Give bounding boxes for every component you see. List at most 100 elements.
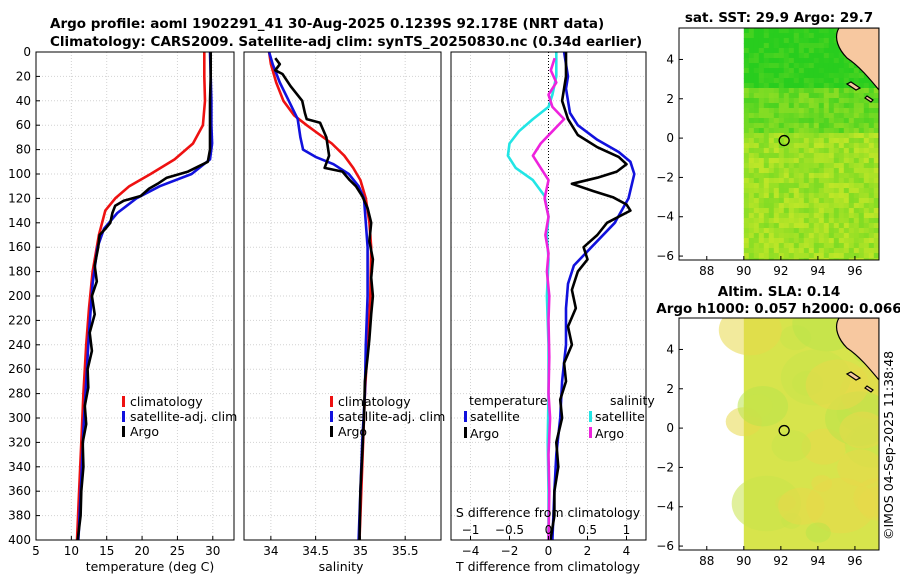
y-tick-label: 300 bbox=[8, 411, 31, 425]
land-mass bbox=[835, 28, 879, 91]
series-line-argo bbox=[274, 57, 375, 541]
legend-swatch-t-satellite bbox=[464, 411, 467, 422]
temperature-xlabel: temperature (deg C) bbox=[86, 559, 215, 574]
y-tick-label: 140 bbox=[8, 216, 31, 230]
series-line-t-argo bbox=[549, 52, 632, 541]
y-tick-label: 320 bbox=[8, 435, 31, 449]
legend-title-temperature: temperature bbox=[469, 393, 548, 408]
x-tick-label: 4 bbox=[623, 544, 631, 558]
y-tick-label: 180 bbox=[8, 265, 31, 279]
map-y-tick-label: −2 bbox=[656, 460, 674, 474]
y-tick-label: 20 bbox=[16, 69, 31, 83]
x-top-tick-label: 0 bbox=[545, 523, 553, 537]
x-top-tick-label: −0.5 bbox=[495, 523, 524, 537]
x-top-tick-label: −1 bbox=[462, 523, 480, 537]
y-tick-label: 220 bbox=[8, 313, 31, 327]
y-tick-label: 260 bbox=[8, 362, 31, 376]
map-x-tick-label: 88 bbox=[699, 554, 714, 568]
legend-swatch-argo bbox=[330, 426, 333, 437]
map-y-tick-label: 4 bbox=[666, 342, 674, 356]
series-line-argo bbox=[76, 52, 212, 541]
map-x-tick-label: 90 bbox=[736, 554, 751, 568]
difference-legend: temperature satellite Argo salinity sate… bbox=[464, 393, 655, 441]
y-tick-label: 360 bbox=[8, 484, 31, 498]
x-tick-label: 5 bbox=[32, 544, 40, 558]
legend-title-salinity: salinity bbox=[610, 393, 655, 408]
legend-swatch-s-satellite bbox=[589, 411, 592, 422]
salinity-legend: climatology satellite-adj. clim Argo bbox=[330, 394, 445, 439]
series-line-satellite-adj-clim bbox=[77, 51, 214, 541]
difference-profile-panel: −4 −2 0 2 4 −1 −0.5 0 0.5 1 bbox=[450, 51, 647, 558]
island bbox=[845, 81, 874, 103]
sla-field bbox=[679, 318, 879, 550]
sla-map-title: Altim. SLA: 0.14 bbox=[718, 284, 840, 300]
y-tick-label: 0 bbox=[23, 45, 31, 59]
map-x-tick-label: 88 bbox=[699, 264, 714, 278]
y-tick-label: 120 bbox=[8, 191, 31, 205]
x-tick-label: 0 bbox=[545, 544, 553, 558]
x-tick-label: 15 bbox=[99, 544, 114, 558]
sst-field bbox=[679, 28, 879, 260]
map-x-tick-label: 94 bbox=[810, 264, 825, 278]
x-tick-label: −4 bbox=[462, 544, 480, 558]
salinity-xlabel: salinity bbox=[319, 559, 364, 574]
x-tick-label: 34 bbox=[263, 544, 278, 558]
map-y-tick-label: 0 bbox=[666, 131, 674, 145]
island bbox=[845, 371, 874, 393]
legend-label-t-argo: Argo bbox=[470, 426, 499, 441]
imos-footer: ©IMOS 04-Sep-2025 11:38:48 bbox=[881, 351, 896, 540]
map-y-tick-label: −6 bbox=[656, 539, 674, 553]
x-tick-label: 10 bbox=[64, 544, 79, 558]
argo-float-marker bbox=[778, 424, 790, 437]
x-tick-label: 20 bbox=[134, 544, 149, 558]
map-y-tick-label: −4 bbox=[656, 500, 674, 514]
map-x-tick-label: 92 bbox=[773, 264, 788, 278]
y-tick-label: 100 bbox=[8, 167, 31, 181]
sla-map-subtitle: Argo h1000: 0.057 h2000: 0.066 bbox=[656, 301, 900, 317]
x-tick-label: −2 bbox=[501, 544, 519, 558]
legend-swatch-satellite bbox=[330, 411, 333, 422]
legend-swatch-t-argo bbox=[464, 427, 467, 438]
legend-swatch-argo bbox=[122, 426, 125, 437]
map-y-tick-label: 0 bbox=[666, 421, 674, 435]
legend-swatch-satellite bbox=[122, 411, 125, 422]
x-top-tick-label: 1 bbox=[623, 523, 631, 537]
temperature-profile-panel: 5 10 15 20 25 3002040608010012014016018020022… bbox=[8, 45, 235, 558]
map-x-tick-label: 96 bbox=[847, 264, 862, 278]
legend-label-climatology: climatology bbox=[130, 394, 203, 409]
difference-xlabel-top: S difference from climatology bbox=[456, 505, 641, 520]
y-tick-label: 160 bbox=[8, 240, 31, 254]
legend-label-argo: Argo bbox=[130, 424, 159, 439]
map-y-tick-label: −2 bbox=[656, 170, 674, 184]
x-tick-label: 2 bbox=[584, 544, 592, 558]
legend-label-satellite: satellite-adj. clim bbox=[130, 409, 237, 424]
x-tick-label: 34.5 bbox=[302, 544, 329, 558]
axes-frame bbox=[243, 51, 442, 541]
legend-label-climatology: climatology bbox=[338, 394, 411, 409]
y-tick-label: 80 bbox=[16, 143, 31, 157]
legend-label-s-satellite: satellite bbox=[595, 409, 645, 424]
map-y-tick-label: −4 bbox=[656, 210, 674, 224]
salinity-profile-panel: 34 34.5 35 35.5 bbox=[243, 51, 442, 558]
series-line-s-argo bbox=[531, 57, 566, 541]
series-line-climatology bbox=[75, 52, 207, 541]
map-x-tick-label: 92 bbox=[773, 554, 788, 568]
map-frame bbox=[678, 27, 880, 261]
y-tick-label: 340 bbox=[8, 460, 31, 474]
x-tick-label: 25 bbox=[170, 544, 185, 558]
map-x-tick-label: 94 bbox=[810, 554, 825, 568]
y-tick-label: 60 bbox=[16, 118, 31, 132]
x-tick-label: 35 bbox=[353, 544, 368, 558]
map-y-tick-label: 4 bbox=[666, 52, 674, 66]
legend-swatch-climatology bbox=[122, 396, 125, 407]
figure-title-line1: Argo profile: aoml 1902291_41 30-Aug-202… bbox=[50, 16, 604, 32]
difference-xlabel: T difference from climatology bbox=[455, 559, 641, 574]
map-x-tick-label: 90 bbox=[736, 264, 751, 278]
legend-label-s-argo: Argo bbox=[595, 426, 624, 441]
legend-label-satellite: satellite-adj. clim bbox=[338, 409, 445, 424]
map-y-tick-label: 2 bbox=[666, 382, 674, 396]
argo-float-marker bbox=[778, 134, 790, 147]
x-top-tick-label: 0.5 bbox=[578, 523, 597, 537]
x-tick-label: 30 bbox=[205, 544, 220, 558]
